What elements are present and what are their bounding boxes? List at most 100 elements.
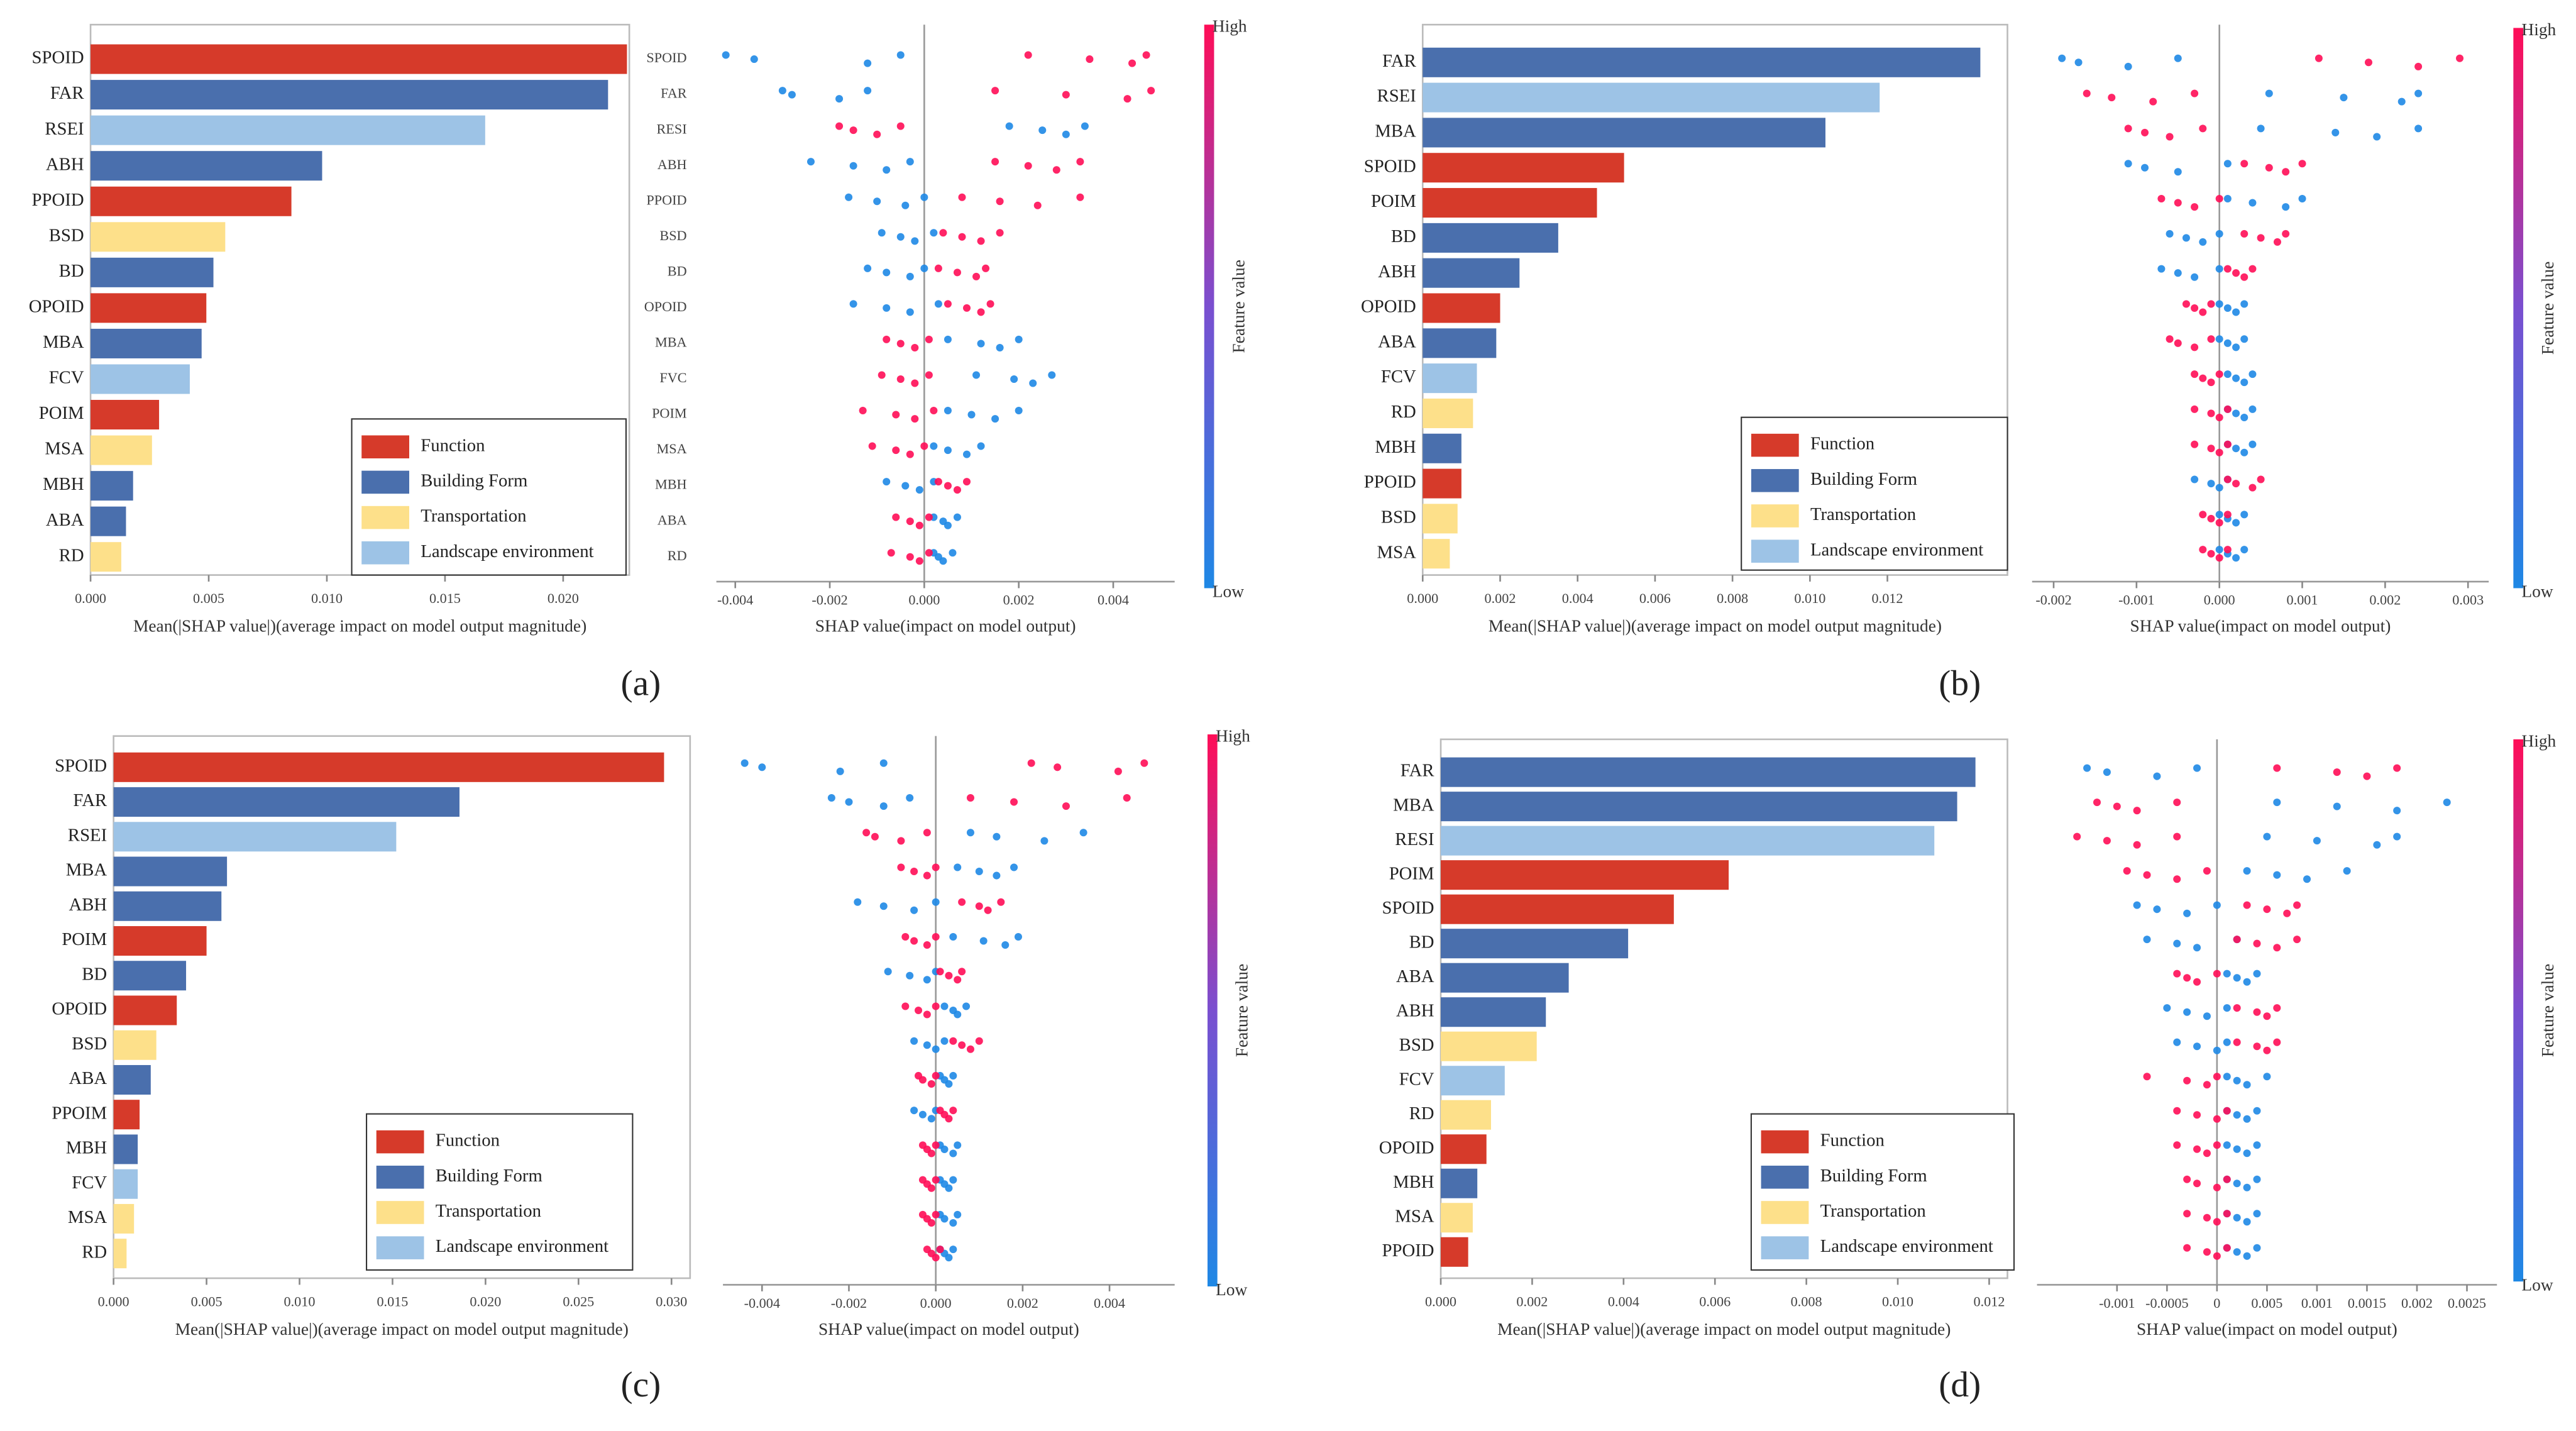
shap-dot: [836, 767, 844, 775]
legend-label: Transportation: [421, 506, 526, 526]
shap-dot: [975, 1037, 983, 1045]
x-axis-title: Mean(|SHAP value|)(average impact on mod…: [175, 1320, 629, 1339]
bar: [1441, 1203, 1473, 1233]
shap-dot: [991, 87, 999, 95]
category-label: MSA: [1395, 1206, 1434, 1226]
shap-dot: [949, 1176, 957, 1184]
x-axis-title: SHAP value(impact on model output): [2130, 616, 2391, 635]
shap-dot: [835, 122, 844, 130]
shap-dot: [1147, 87, 1155, 95]
shap-dot: [788, 91, 796, 99]
shap-dot: [864, 87, 872, 95]
shap-dot: [864, 264, 872, 272]
bar: [1423, 82, 1880, 113]
shap-dot: [2173, 1141, 2181, 1149]
bar: [91, 364, 190, 394]
shap-dot: [911, 379, 919, 387]
shap-dot: [2183, 1008, 2191, 1016]
shap-dot: [2253, 1244, 2261, 1252]
shap-dot: [2253, 1042, 2261, 1051]
row-label: MBA: [655, 334, 687, 350]
shap-dot: [2141, 128, 2149, 136]
shap-dot: [896, 375, 905, 384]
shap-dot: [949, 1107, 957, 1115]
shap-dot: [923, 829, 931, 837]
shap-dot: [2233, 1076, 2241, 1085]
category-label: POIM: [1371, 191, 1416, 211]
shap-dot: [2303, 875, 2311, 883]
legend-swatch: [1751, 469, 1799, 492]
shap-dot: [927, 1080, 935, 1088]
shap-dot: [2313, 837, 2321, 845]
row-label: FAR: [661, 86, 687, 101]
shap-dot: [2141, 163, 2149, 172]
shap-dot: [2213, 1252, 2221, 1260]
colorbar: [1204, 25, 1214, 588]
bar: [1441, 1237, 1468, 1267]
bar: [91, 222, 226, 252]
bar: [1441, 1100, 1491, 1130]
shap-dot: [2233, 974, 2241, 982]
bar: [1441, 826, 1935, 856]
shap-dot: [2207, 480, 2215, 488]
shap-dot: [911, 343, 919, 351]
shap-dot: [2182, 300, 2190, 308]
shap-dot: [932, 863, 940, 871]
shap-dot: [906, 272, 914, 280]
shap-dot: [2223, 1107, 2231, 1115]
bar: [91, 293, 207, 323]
x-tick-label: 0.030: [656, 1293, 687, 1309]
shap-dot: [962, 478, 971, 486]
shap-dot: [2174, 339, 2182, 347]
category-label: MBH: [43, 474, 84, 494]
shap-dot: [2243, 1115, 2251, 1123]
x-axis-title: Mean(|SHAP value|)(average impact on mod…: [1497, 1320, 1951, 1339]
shap-dot: [2215, 300, 2223, 308]
bar: [91, 257, 214, 287]
category-label: FCV: [1399, 1069, 1434, 1089]
colorbar-high: High: [2521, 731, 2556, 750]
bar: [1423, 468, 1461, 499]
shap-dot: [991, 415, 999, 423]
shap-dot: [806, 158, 815, 166]
shap-dot: [750, 55, 758, 64]
colorbar-low: Low: [1213, 582, 1244, 601]
shap-dot: [932, 1210, 940, 1218]
shap-dot: [2232, 374, 2240, 382]
shap-dot: [2282, 168, 2290, 176]
category-label: MBH: [1375, 437, 1416, 457]
x-tick-label: 0.002: [1003, 592, 1035, 607]
shap-dot: [2232, 269, 2240, 277]
x-tick-label: 0.006: [1699, 1293, 1731, 1309]
shap-dot: [1001, 941, 1010, 949]
shap-dot: [906, 971, 914, 980]
bar: [1441, 894, 1674, 924]
shap-dot: [949, 1218, 957, 1227]
category-label: MSA: [68, 1207, 107, 1227]
shap-dot: [1086, 55, 1094, 64]
x-tick-label: 0.002: [1007, 1295, 1038, 1311]
colorbar-low: Low: [2521, 582, 2553, 601]
shap-dot: [901, 201, 910, 209]
shap-dot: [993, 832, 1001, 841]
shap-dot: [864, 59, 872, 67]
shap-dot: [2074, 58, 2083, 67]
shap-dot: [975, 868, 983, 876]
legend-swatch: [361, 435, 409, 459]
legend-swatch: [376, 1130, 424, 1154]
bar: [1441, 1134, 1487, 1164]
shap-dot: [2243, 1081, 2251, 1089]
category-label: FAR: [73, 790, 107, 810]
category-label: ABH: [1396, 1000, 1434, 1020]
shap-dot: [932, 1141, 940, 1149]
shap-dot: [2213, 1115, 2221, 1123]
x-tick-label: 0.000: [1407, 590, 1438, 606]
row-label: PPOID: [646, 192, 686, 207]
legend-swatch: [361, 506, 409, 529]
shap-dot: [2273, 238, 2281, 246]
shap-dot: [835, 95, 844, 103]
x-tick-label: 0.004: [1098, 592, 1129, 607]
x-axis-title: SHAP value(impact on model output): [2137, 1320, 2397, 1339]
shap-dot: [2248, 440, 2257, 448]
